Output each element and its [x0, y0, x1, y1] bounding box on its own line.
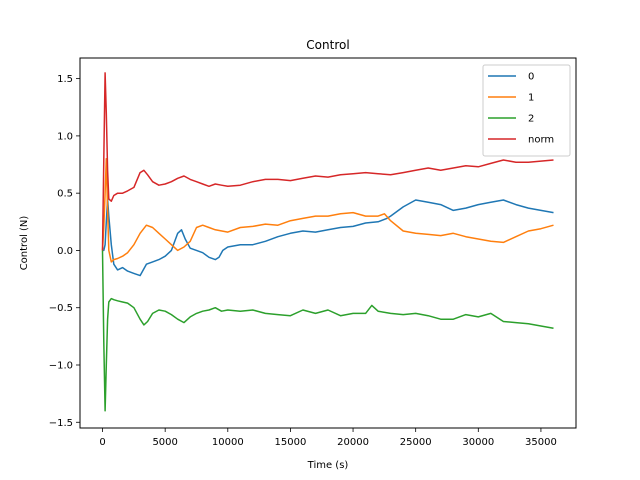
legend-box: [482, 64, 571, 157]
y-tick-label: 1.0: [57, 131, 73, 142]
y-tick-label: −0.5: [49, 303, 73, 314]
x-tick-label: 25000: [400, 437, 432, 448]
series-line-1: [101, 158, 554, 263]
legend-label-2: 2: [528, 114, 534, 125]
plot-lines: [101, 72, 554, 412]
x-tick-label: 15000: [275, 437, 307, 448]
y-tick-label: 0.0: [57, 246, 73, 257]
legend-label-1: 1: [528, 93, 534, 104]
legend: 0 1 2 norm: [482, 64, 571, 157]
x-tick-label: 10000: [212, 437, 244, 448]
y-tick-label: −1.0: [49, 360, 73, 371]
y-tick-label: −1.5: [49, 418, 73, 429]
x-tick-label: 35000: [525, 437, 557, 448]
chart-title: Control: [306, 38, 349, 52]
y-axis-ticks: −1.5 −1.0 −0.5 0.0 0.5 1.0 1.5: [49, 74, 80, 429]
y-tick-label: 1.5: [57, 74, 73, 85]
series-line-2: [101, 250, 554, 412]
x-tick-label: 5000: [152, 437, 177, 448]
axes-frame: [79, 57, 577, 429]
legend-label-0: 0: [528, 72, 534, 83]
y-axis-label: Control (N): [19, 216, 30, 271]
x-axis-label: Time (s): [307, 460, 349, 471]
series-line-0: [102, 198, 554, 277]
y-tick-label: 0.5: [57, 189, 73, 200]
x-tick-label: 0: [99, 437, 105, 448]
x-tick-label: 20000: [337, 437, 369, 448]
legend-label-norm: norm: [528, 135, 554, 146]
x-axis-ticks: 0 5000 10000 15000 20000 25000 30000 35000: [99, 428, 557, 448]
series-line-norm: [101, 72, 554, 251]
x-tick-label: 30000: [462, 437, 494, 448]
